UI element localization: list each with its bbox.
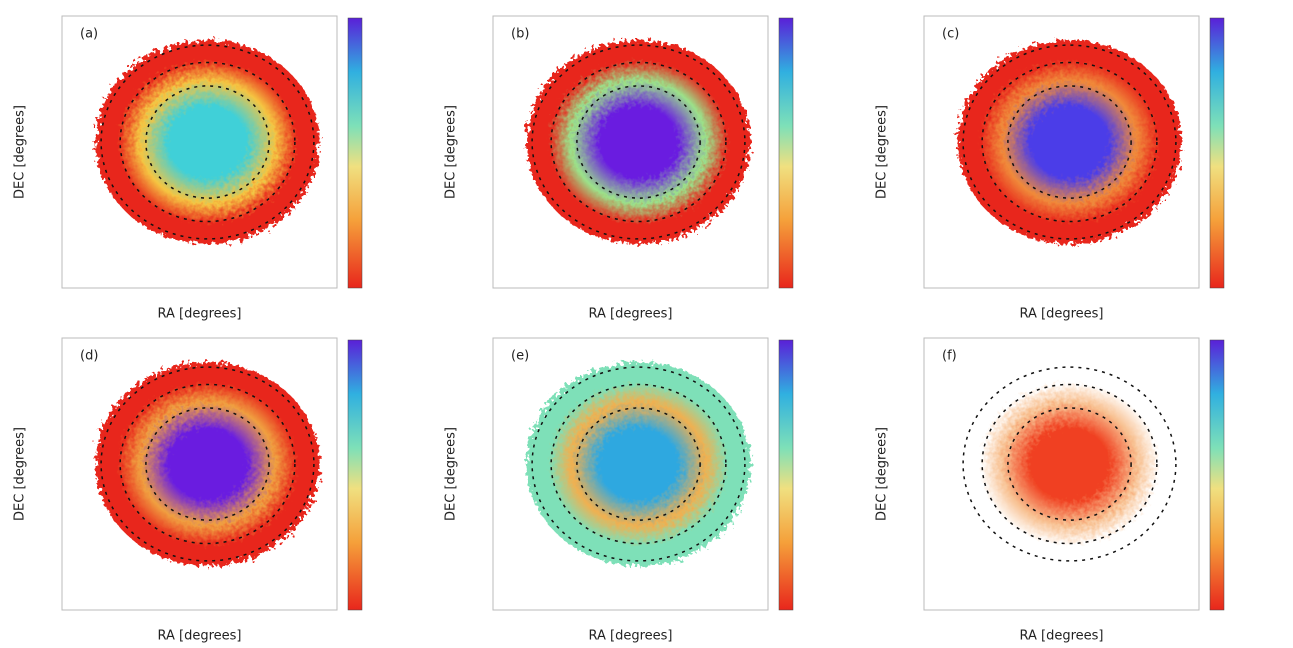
x-axis-label: RA [degrees] bbox=[588, 629, 672, 644]
y-axis-label: DEC [degrees] bbox=[444, 105, 459, 199]
panel-label: (e) bbox=[511, 349, 529, 364]
density-map bbox=[526, 362, 751, 566]
x-axis-label: RA [degrees] bbox=[588, 307, 672, 322]
density-map bbox=[957, 362, 1182, 566]
plot-frame bbox=[61, 337, 338, 611]
y-axis-label: DEC [degrees] bbox=[875, 427, 890, 521]
contour bbox=[981, 61, 1158, 223]
contour bbox=[576, 85, 701, 199]
contour bbox=[550, 383, 727, 545]
contour bbox=[962, 366, 1177, 562]
colorbar bbox=[1209, 17, 1225, 289]
contour bbox=[550, 61, 727, 223]
panel-label: (c) bbox=[942, 27, 959, 42]
colorbar bbox=[347, 17, 363, 289]
contour bbox=[119, 383, 296, 545]
plot-frame bbox=[61, 15, 338, 289]
density-map bbox=[95, 362, 320, 566]
panel-label: (f) bbox=[942, 349, 957, 364]
y-axis-label: DEC [degrees] bbox=[13, 427, 28, 521]
colorbar bbox=[778, 339, 794, 611]
y-axis-label: DEC [degrees] bbox=[875, 105, 890, 199]
x-axis-label: RA [degrees] bbox=[1019, 307, 1103, 322]
y-axis-label: DEC [degrees] bbox=[444, 427, 459, 521]
plot-frame bbox=[492, 337, 769, 611]
contour bbox=[962, 44, 1177, 240]
density-map bbox=[957, 40, 1182, 244]
panel-label: (b) bbox=[511, 27, 529, 42]
contour bbox=[576, 407, 701, 521]
colorbar bbox=[1209, 339, 1225, 611]
contour bbox=[145, 85, 270, 199]
x-axis-label: RA [degrees] bbox=[157, 629, 241, 644]
plot-frame bbox=[492, 15, 769, 289]
contour bbox=[119, 61, 296, 223]
x-axis-label: RA [degrees] bbox=[157, 307, 241, 322]
contour bbox=[100, 366, 315, 562]
plot-frame bbox=[923, 337, 1200, 611]
y-axis-label: DEC [degrees] bbox=[13, 105, 28, 199]
contour bbox=[1007, 85, 1132, 199]
density-map bbox=[95, 40, 320, 244]
colorbar bbox=[778, 17, 794, 289]
colorbar bbox=[347, 339, 363, 611]
plot-frame bbox=[923, 15, 1200, 289]
contour bbox=[1007, 407, 1132, 521]
contour bbox=[145, 407, 270, 521]
contour bbox=[981, 383, 1158, 545]
density-map bbox=[526, 40, 751, 244]
contour bbox=[100, 44, 315, 240]
x-axis-label: RA [degrees] bbox=[1019, 629, 1103, 644]
panel-label: (a) bbox=[80, 27, 98, 42]
panel-label: (d) bbox=[80, 349, 98, 364]
